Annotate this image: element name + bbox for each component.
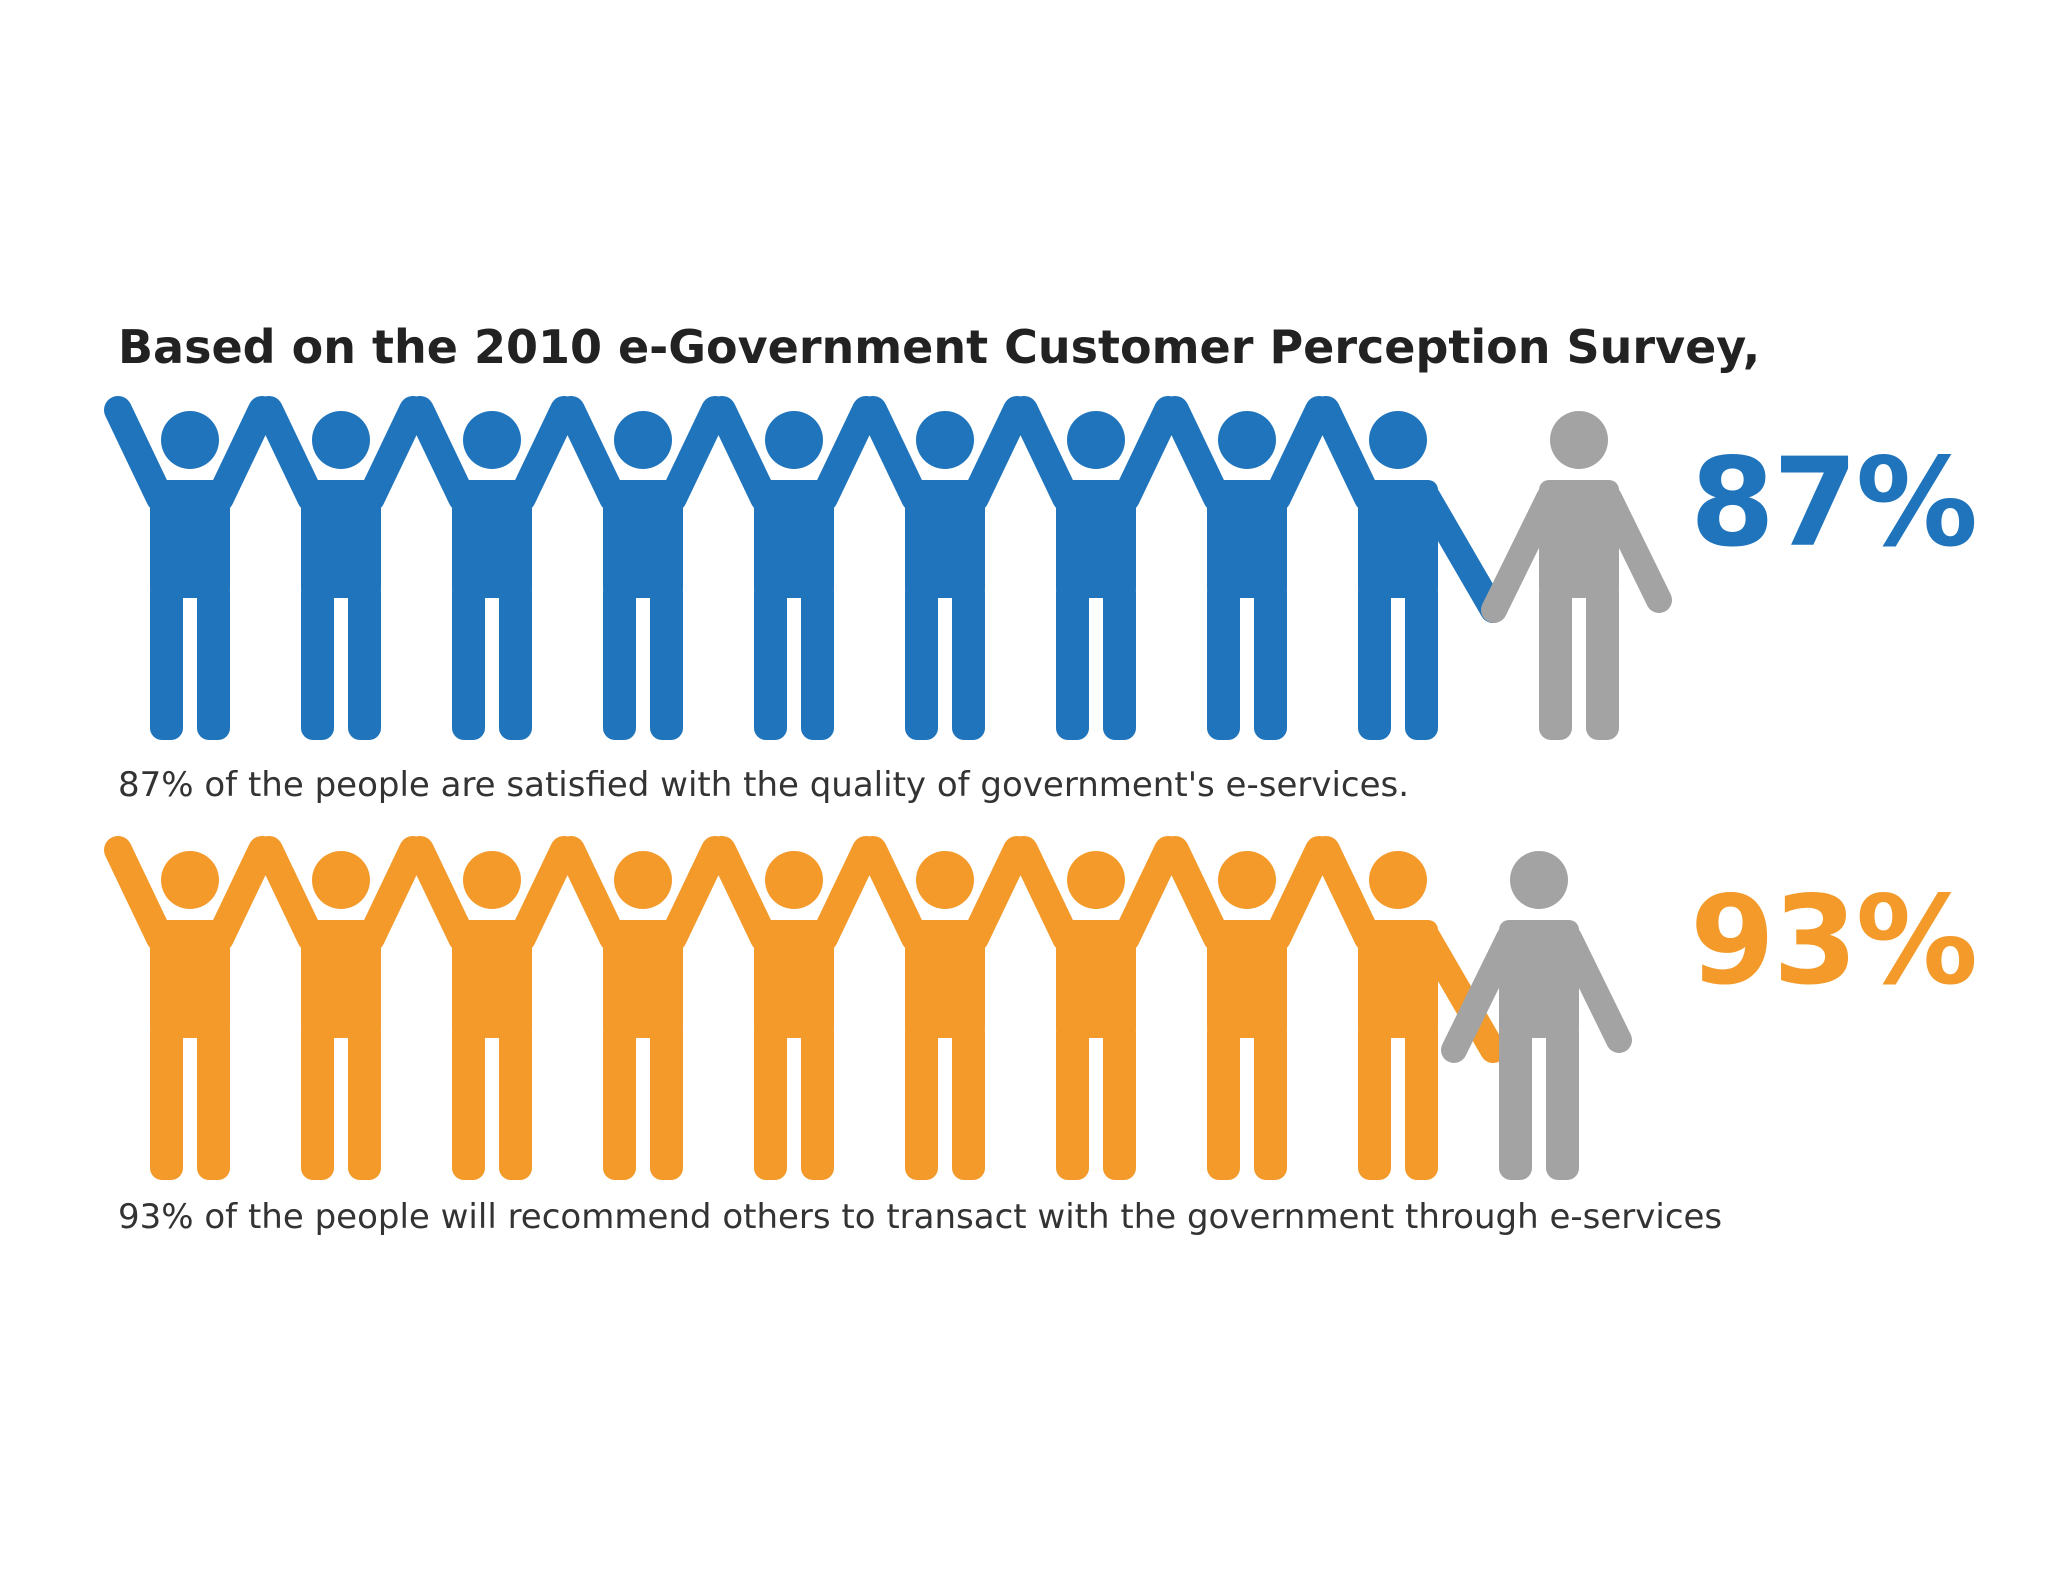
satisfied-person-icon-8 [1161,396,1333,740]
satisfied-percentage-label: 87% [1690,432,1978,574]
recommend-caption: 93% of the people will recommend others … [118,1197,1723,1237]
recommend-pictogram-row [104,836,1632,1180]
satisfied-person-icon-3 [406,396,578,740]
recommend-percentage-label: 93% [1690,870,1978,1012]
satisfied-pictogram-row [104,396,1672,740]
satisfied-person-icon-7 [1010,396,1182,740]
recommend-person-icon-6 [859,836,1031,1180]
satisfied-remainder-person-icon [1481,411,1672,740]
satisfied-person-icon-4 [557,396,729,740]
satisfied-person-icon-1 [104,396,276,740]
satisfied-person-icon-2 [255,396,427,740]
recommend-person-icon-2 [255,836,427,1180]
satisfied-person-icon-5 [708,396,880,740]
recommend-person-icon-3 [406,836,578,1180]
satisfied-caption: 87% of the people are satisfied with the… [118,765,1410,805]
recommend-person-icon-4 [557,836,729,1180]
recommend-person-icon-7 [1010,836,1182,1180]
recommend-person-icon-9 [1312,836,1506,1180]
satisfied-person-icon-9 [1312,396,1506,740]
survey-title: Based on the 2010 e-Government Customer … [118,320,1761,374]
recommend-person-icon-8 [1161,836,1333,1180]
satisfied-person-icon-6 [859,396,1031,740]
recommend-remainder-person-icon [1441,851,1632,1180]
recommend-person-icon-1 [104,836,276,1180]
recommend-person-icon-5 [708,836,880,1180]
